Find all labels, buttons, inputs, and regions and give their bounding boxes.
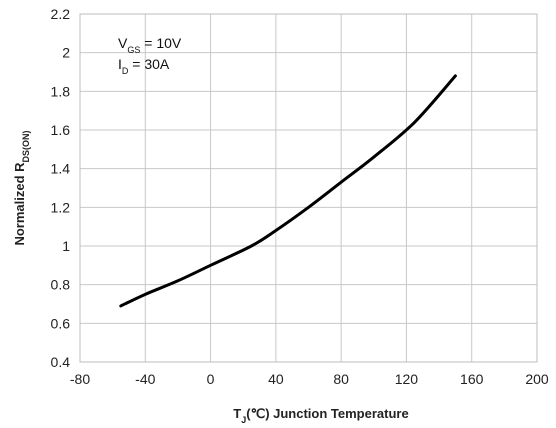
y-tick-label: 1.4 (51, 161, 71, 177)
annotation-label: ID = 30A (118, 56, 170, 76)
x-tick-labels: -80 -40 0 40 80 120 160 200 (70, 371, 549, 387)
annotation-subscript: GS (127, 45, 140, 55)
x-axis-title: TJ(℃) Junction Temperature (233, 406, 408, 425)
y-tick-label: 1.2 (51, 199, 71, 215)
x-tick-label: 120 (395, 371, 419, 387)
series-group (119, 74, 457, 308)
y-tick-label: 0.8 (51, 277, 71, 293)
y-tick-labels: 0.4 0.6 0.8 1 1.2 1.4 1.6 1.8 2 2.2 (51, 6, 71, 370)
y-tick-label: 2.2 (51, 6, 71, 22)
annotation-suffix: = 10V (140, 35, 182, 51)
x-tick-label: 200 (525, 371, 549, 387)
y-tick-label: 0.4 (51, 354, 71, 370)
annotation-label: VGS = 10V (118, 35, 182, 55)
y-tick-label: 0.6 (51, 315, 71, 331)
series-line (119, 74, 457, 308)
x-tick-label: 160 (460, 371, 484, 387)
x-tick-label: 0 (207, 371, 215, 387)
x-axis-title-subscript: J (241, 415, 246, 425)
x-tick-label: -80 (70, 371, 90, 387)
plot-area-border (79, 13, 538, 363)
x-axis-title-suffix: (℃) Junction Temperature (246, 406, 408, 421)
y-tick-label: 1 (62, 238, 70, 254)
plot-frame (79, 13, 538, 363)
annotation-suffix: = 30A (128, 56, 170, 72)
y-tick-label: 2 (62, 45, 70, 61)
annotation-prefix: I (118, 56, 122, 72)
x-tick-label: 80 (333, 371, 349, 387)
annotation-prefix: V (118, 35, 128, 51)
y-tick-label: 1.6 (51, 122, 71, 138)
x-tick-label: 40 (268, 371, 284, 387)
x-axis-title-prefix: T (233, 406, 241, 421)
y-axis-title: Normalized RDS(ON) (12, 130, 31, 245)
annotation-subscript: D (122, 66, 129, 76)
y-axis-title-prefix: Normalized R (12, 162, 27, 246)
x-tick-label: -40 (135, 371, 155, 387)
y-tick-label: 1.8 (51, 83, 71, 99)
y-axis-title-subscript: DS(ON) (21, 130, 31, 162)
